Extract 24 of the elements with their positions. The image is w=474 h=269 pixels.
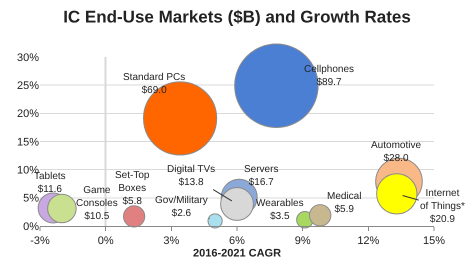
x-tick-label: -3% bbox=[30, 235, 50, 248]
y-tick-label: 25% bbox=[16, 80, 40, 92]
annotation: Wearables $3.5 bbox=[256, 198, 304, 222]
x-axis-title: 2016-2021 CAGR bbox=[192, 247, 282, 260]
y-tick-label: 30% bbox=[16, 52, 40, 64]
annotation: Automotive $28.0 bbox=[371, 140, 422, 164]
y-tick-label: 15% bbox=[16, 136, 40, 148]
annotation: Digital TVs $13.8 bbox=[167, 164, 216, 188]
x-tick-label: 0% bbox=[98, 235, 114, 248]
annotation: Medical $5.9 bbox=[327, 191, 362, 215]
chart-title: IC End-Use Markets ($B) and Growth Rates bbox=[63, 8, 411, 27]
y-tick-label: 5% bbox=[23, 192, 40, 205]
annotation: Servers $16.7 bbox=[244, 164, 278, 188]
x-tick-label: 6% bbox=[229, 235, 246, 248]
annotation: Game Consoles $10.5 bbox=[76, 185, 118, 222]
x-tick-label: 3% bbox=[163, 235, 180, 248]
y-tick-label: 0% bbox=[23, 220, 40, 233]
x-tick-label: 12% bbox=[357, 235, 380, 248]
x-tick-label: 9% bbox=[294, 235, 311, 248]
x-tick-label: 15% bbox=[422, 235, 446, 248]
annotation: Internet of Things* $20.9 bbox=[420, 188, 465, 225]
annotation: Tablets $11.6 bbox=[34, 171, 66, 195]
y-tick-label: 20% bbox=[16, 108, 40, 120]
annotation: Gov/Military $2.6 bbox=[155, 195, 208, 219]
